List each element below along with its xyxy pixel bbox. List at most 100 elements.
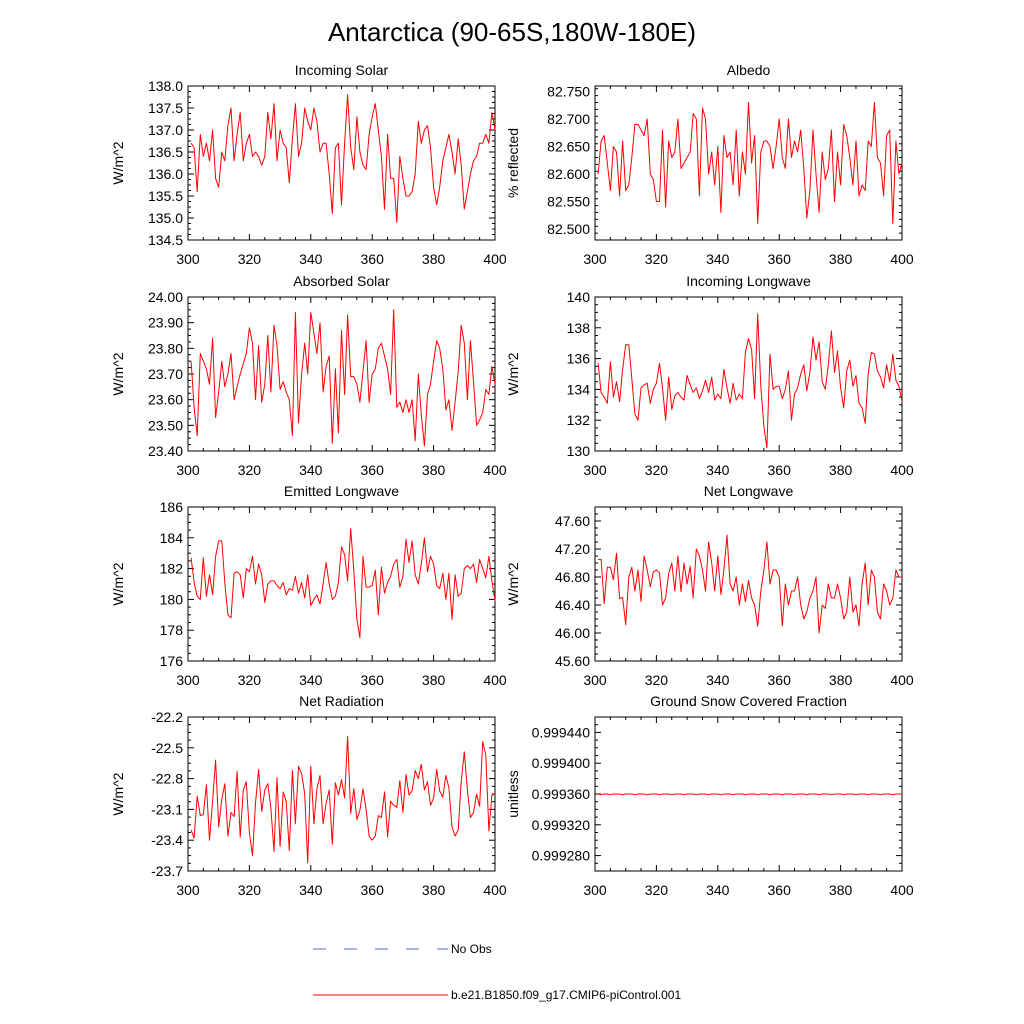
- legend-label-model: b.e21.B1850.f09_g17.CMIP6-piControl.001: [451, 988, 681, 1002]
- incoming-longwave-y-axis-label: W/m^2: [505, 352, 521, 395]
- absorbed-solar-y-tick-label: 24.00: [148, 289, 183, 305]
- incoming-solar-y-tick-label: 137.5: [148, 100, 183, 116]
- incoming-longwave-y-tick-label: 138: [567, 320, 591, 336]
- net-longwave-x-tick-label: 380: [829, 672, 853, 688]
- incoming-solar-plot-frame: [187, 85, 496, 241]
- incoming-solar-x-tick-label: 300: [176, 251, 200, 267]
- legend: No Obs b.e21.B1850.f09_g17.CMIP6-piContr…: [313, 942, 681, 1002]
- absorbed-solar-y-axis-label: W/m^2: [110, 352, 126, 395]
- albedo-title: Albedo: [727, 62, 771, 78]
- absorbed-solar-y-tick-label: 23.40: [148, 443, 183, 459]
- net-longwave-y-tick-label: 46.00: [555, 625, 590, 641]
- net-radiation-x-tick-label: 380: [422, 882, 446, 898]
- net-longwave-x-tick-label: 400: [890, 672, 914, 688]
- net-radiation-y-tick-label: -23.4: [151, 832, 183, 848]
- ground-snow-covered-fraction-y-tick-label: 0.999280: [532, 848, 591, 864]
- incoming-solar-x-tick-label: 360: [361, 251, 385, 267]
- incoming-solar-x-tick-label: 400: [483, 251, 507, 267]
- incoming-solar-y-axis-label: W/m^2: [110, 141, 126, 184]
- net-longwave-y-tick-label: 46.40: [555, 597, 590, 613]
- ground-snow-covered-fraction-x-tick-label: 360: [768, 882, 792, 898]
- incoming-solar-title: Incoming Solar: [295, 62, 389, 78]
- emitted-longwave-y-tick-label: 182: [160, 561, 184, 577]
- incoming-solar-x-tick-label: 340: [299, 251, 323, 267]
- net-radiation-x-tick-label: 360: [361, 882, 385, 898]
- legend-label-no-obs: No Obs: [451, 942, 492, 956]
- emitted-longwave-y-axis-label: W/m^2: [110, 562, 126, 605]
- emitted-longwave-series-line: [190, 528, 496, 639]
- albedo-x-tick-label: 340: [706, 251, 730, 267]
- panel-grid: Incoming Solar 300 320 340 360 380 400 138.0 137…: [110, 62, 914, 898]
- incoming-longwave-y-tick-label: 136: [567, 351, 591, 367]
- albedo-y-tick-label: 82.500: [547, 221, 590, 237]
- net-longwave-y-tick-label: 47.60: [555, 513, 590, 529]
- absorbed-solar-x-tick-label: 400: [483, 462, 507, 478]
- albedo-series-line: [597, 102, 903, 224]
- incoming-longwave-x-tick-label: 400: [890, 462, 914, 478]
- emitted-longwave-plot-frame: [187, 506, 496, 662]
- emitted-longwave-x-tick-label: 380: [422, 672, 446, 688]
- net-radiation-y-tick-label: -22.5: [151, 740, 183, 756]
- absorbed-solar-y-tick-label: 23.70: [148, 366, 183, 382]
- albedo-y-tick-label: 82.750: [547, 84, 590, 100]
- incoming-longwave-title: Incoming Longwave: [686, 273, 811, 289]
- absorbed-solar-title: Absorbed Solar: [293, 273, 390, 289]
- albedo-y-tick-label: 82.600: [547, 166, 590, 182]
- incoming-solar-y-tick-label: 135.0: [148, 210, 183, 226]
- net-longwave-x-tick-label: 340: [706, 672, 730, 688]
- albedo-x-tick-label: 300: [583, 251, 607, 267]
- net-radiation-y-tick-label: -23.7: [151, 863, 183, 879]
- net-longwave-x-tick-label: 360: [768, 672, 792, 688]
- emitted-longwave-y-tick-label: 186: [160, 499, 184, 515]
- ground-snow-covered-fraction-x-tick-label: 340: [706, 882, 730, 898]
- net-longwave-title: Net Longwave: [704, 483, 794, 499]
- net-longwave-y-tick-label: 45.60: [555, 653, 590, 669]
- chart-emitted-longwave: Emitted Longwave 300 320 340 360 380 400 186 184…: [110, 483, 507, 688]
- net-radiation-y-tick-label: -22.8: [151, 771, 183, 787]
- emitted-longwave-y-tick-label: 180: [160, 591, 184, 607]
- emitted-longwave-x-tick-label: 320: [238, 672, 262, 688]
- ground-snow-covered-fraction-x-tick-label: 320: [645, 882, 669, 898]
- incoming-solar-y-tick-label: 137.0: [148, 122, 183, 138]
- ground-snow-covered-fraction-x-tick-label: 300: [583, 882, 607, 898]
- absorbed-solar-y-tick-label: 23.90: [148, 315, 183, 331]
- net-radiation-x-tick-label: 300: [176, 882, 200, 898]
- absorbed-solar-x-tick-label: 300: [176, 462, 200, 478]
- emitted-longwave-title: Emitted Longwave: [284, 483, 399, 499]
- incoming-longwave-y-tick-label: 134: [567, 381, 591, 397]
- net-longwave-series-line: [598, 534, 902, 634]
- net-radiation-x-tick-label: 340: [299, 882, 323, 898]
- net-radiation-x-tick-label: 400: [483, 882, 507, 898]
- absorbed-solar-x-tick-label: 360: [361, 462, 385, 478]
- absorbed-solar-y-tick-label: 23.60: [148, 392, 183, 408]
- incoming-longwave-x-tick-label: 360: [768, 462, 792, 478]
- incoming-longwave-x-tick-label: 380: [829, 462, 853, 478]
- ground-snow-covered-fraction-series-line: [597, 793, 902, 796]
- chart-ground-snow-covered-fraction: Ground Snow Covered Fraction 300 320 340 360…: [505, 693, 914, 898]
- incoming-solar-y-tick-label: 136.5: [148, 144, 183, 160]
- incoming-longwave-x-tick-label: 340: [706, 462, 730, 478]
- emitted-longwave-x-tick-label: 340: [299, 672, 323, 688]
- ground-snow-covered-fraction-title: Ground Snow Covered Fraction: [650, 693, 847, 709]
- net-radiation-title: Net Radiation: [299, 693, 384, 709]
- incoming-solar-y-tick-label: 138.0: [148, 78, 183, 94]
- albedo-y-tick-label: 82.650: [547, 139, 590, 155]
- absorbed-solar-x-tick-label: 340: [299, 462, 323, 478]
- chart-net-radiation: Net Radiation 300 320 340 360 380 400 -22.2 -22.…: [110, 693, 507, 898]
- chart-net-longwave: Net Longwave 300 320 340 360 380 400 47.60 47.20…: [505, 483, 914, 688]
- albedo-x-tick-label: 360: [768, 251, 792, 267]
- absorbed-solar-x-tick-label: 380: [422, 462, 446, 478]
- ground-snow-covered-fraction-y-tick-label: 0.999360: [532, 786, 591, 802]
- absorbed-solar-y-tick-label: 23.50: [148, 417, 183, 433]
- emitted-longwave-x-tick-label: 400: [483, 672, 507, 688]
- page-title: Antarctica (90-65S,180W-180E): [328, 17, 696, 47]
- ground-snow-covered-fraction-y-tick-label: 0.999440: [532, 724, 591, 740]
- absorbed-solar-series-line: [190, 309, 496, 447]
- ground-snow-covered-fraction-y-axis-label: unitless: [505, 770, 521, 817]
- albedo-y-tick-label: 82.550: [547, 194, 590, 210]
- ground-snow-covered-fraction-y-tick-label: 0.999400: [532, 755, 591, 771]
- incoming-solar-x-tick-label: 320: [238, 251, 262, 267]
- albedo-x-tick-label: 400: [890, 251, 914, 267]
- incoming-longwave-y-tick-label: 130: [567, 443, 591, 459]
- chart-absorbed-solar: Absorbed Solar 300 320 340 360 380 400 24.00 23.…: [110, 273, 507, 478]
